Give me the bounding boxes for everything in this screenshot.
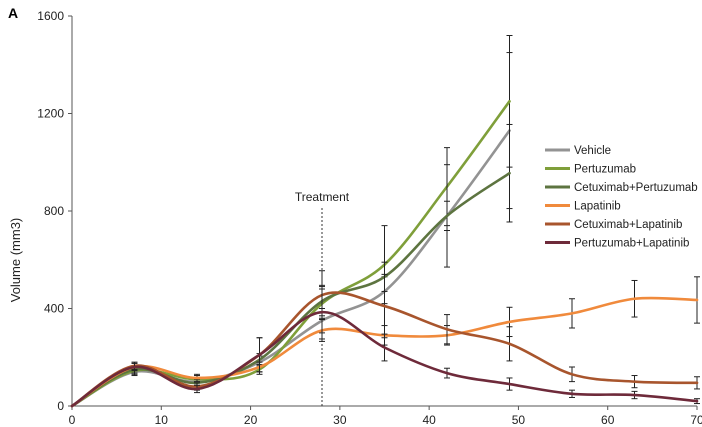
- data-point: [633, 393, 636, 397]
- legend-entry-pertuzumab-lapatinib: Pertuzumab+Lapatinib: [545, 238, 689, 250]
- data-point: [695, 298, 699, 302]
- data-point: [70, 404, 74, 408]
- series-line: [70, 310, 699, 408]
- data-point: [695, 399, 699, 403]
- y-tick-label: 1600: [37, 9, 64, 23]
- series-line: [70, 291, 699, 408]
- data-point: [633, 380, 636, 383]
- data-point: [383, 304, 386, 308]
- x-tick-label: 60: [601, 413, 615, 427]
- data-point: [508, 342, 511, 346]
- data-point: [195, 387, 199, 391]
- data-point: [508, 100, 511, 103]
- x-tick-label: 40: [422, 413, 436, 427]
- x-tick-label: 70: [690, 413, 702, 427]
- data-point: [570, 312, 574, 315]
- panel-label: A: [8, 5, 18, 21]
- legend-label: Cetuximab+Pertuzumab: [574, 182, 698, 194]
- legend-entry-pertuzumab: Pertuzumab: [545, 164, 636, 176]
- legend-label: Cetuximab+Lapatinib: [574, 219, 682, 231]
- data-point: [633, 297, 636, 300]
- series-line: [70, 100, 511, 408]
- treatment-annotation-label: Treatment: [295, 190, 350, 204]
- legend-entry-cetuximab-lapatinib: Cetuximab+Lapatinib: [545, 219, 682, 231]
- x-tick-label: 20: [244, 413, 258, 427]
- y-tick-label: 1200: [37, 107, 64, 121]
- data-point: [195, 376, 199, 380]
- data-point: [258, 353, 261, 357]
- legend-entry-lapatinib: Lapatinib: [545, 201, 621, 213]
- legend-entry-cetuximab-pertuzumab: Cetuximab+Pertuzumab: [545, 182, 698, 194]
- x-tick-label: 50: [512, 413, 526, 427]
- annotation-layer: Treatment: [295, 190, 350, 406]
- data-point: [508, 382, 511, 386]
- legend: Vehicle Pertuzumab Cetuximab+Pertuzumab Lap…: [545, 145, 698, 250]
- legend-entry-vehicle: Vehicle: [545, 145, 611, 157]
- data-point: [383, 346, 386, 349]
- legend-label: Lapatinib: [574, 201, 621, 213]
- data-point: [133, 365, 136, 369]
- legend-label: Vehicle: [574, 145, 611, 157]
- data-point: [320, 310, 324, 314]
- legend-label: Pertuzumab: [574, 164, 636, 176]
- data-point: [445, 214, 449, 218]
- y-axis-label: Volume (mm3): [8, 218, 23, 303]
- legend-label: Pertuzumab+Lapatinib: [574, 238, 689, 250]
- series-vehicle: [70, 52, 513, 408]
- series-lapatinib: [70, 276, 700, 408]
- y-tick-label: 0: [57, 399, 64, 413]
- series-pertuzumab: [70, 35, 513, 408]
- data-point: [445, 328, 449, 331]
- x-tick-label: 30: [333, 413, 347, 427]
- y-tick-label: 800: [44, 204, 64, 218]
- data-point: [445, 371, 449, 375]
- data-point: [508, 320, 511, 324]
- axes: 0 400 800 1200 1600 0 10 20 30 40 50 60 70: [37, 9, 702, 427]
- data-point: [570, 373, 574, 376]
- series-line: [70, 296, 699, 408]
- x-tick-label: 0: [69, 413, 76, 427]
- data-point: [695, 381, 699, 385]
- data-point: [570, 392, 574, 396]
- y-tick-label: 400: [44, 302, 64, 316]
- x-tick-label: 10: [155, 413, 169, 427]
- plot-area: [70, 35, 700, 408]
- series-pertuzumab-lapatinib: [70, 284, 700, 408]
- data-point: [508, 172, 511, 175]
